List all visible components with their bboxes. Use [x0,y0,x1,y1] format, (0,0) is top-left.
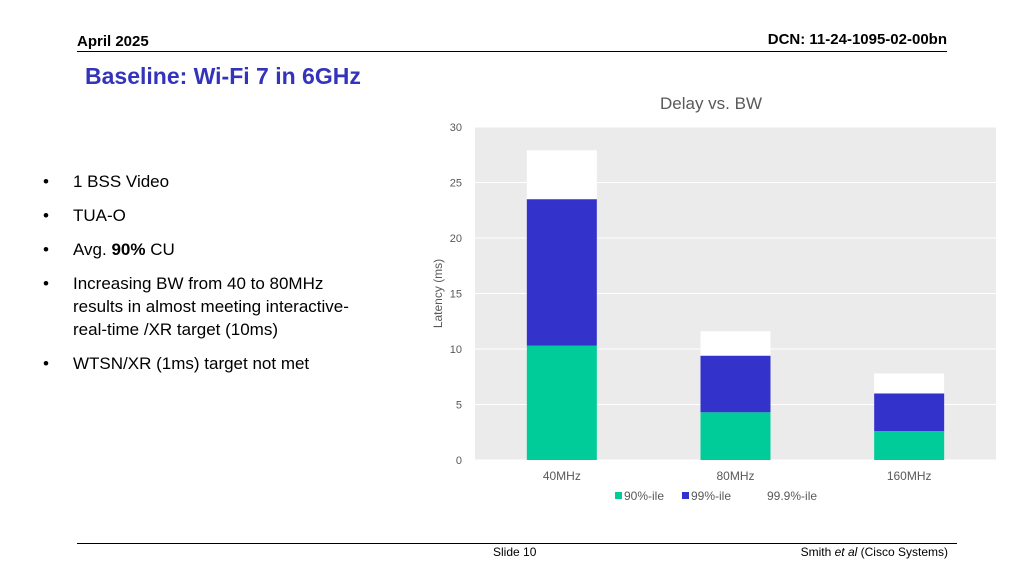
bullet-dot: • [43,206,49,225]
x-tick-label: 80MHz [716,469,754,483]
bullet-text-bold: 90% [111,240,146,259]
footer-author: Smith et al (Cisco Systems) [801,545,948,559]
legend-swatch [758,492,765,499]
bullet-item: • Increasing BW from 40 to 80MHz results … [40,272,360,341]
y-tick-label: 5 [456,400,462,412]
author-etal: et al [834,545,858,559]
legend-label: 99%-ile [691,489,731,503]
header-dcn: DCN: 11-24-1095-02-00bn [767,31,947,48]
y-tick-label: 25 [450,178,462,190]
bullet-item: • Avg. 90% CU [40,238,360,261]
bullet-dot: • [43,274,49,293]
header-divider [77,51,947,52]
x-tick-label: 160MHz [887,469,932,483]
footer-divider [77,543,957,544]
bullet-dot: • [43,354,49,373]
y-tick-label: 30 [450,122,462,134]
bar-segment-0 [700,412,771,460]
author-org: (Cisco Systems) [857,545,948,559]
bar-segment-0 [874,431,945,460]
bullet-item: • WTSN/XR (1ms) target not met [40,352,360,375]
y-tick-label: 20 [450,233,462,245]
author-name: Smith [800,545,835,559]
legend-label: 99.9%-ile [767,489,817,503]
bar-segment-2 [526,150,597,200]
bullet-item: • 1 BSS Video [40,170,360,193]
bar-segment-0 [526,345,597,460]
bar-segment-1 [874,393,945,432]
bullet-text-prefix: Avg. [73,240,112,259]
bullet-dot: • [43,172,49,191]
bar-segment-2 [700,331,771,356]
x-tick-label: 40MHz [543,469,581,483]
delay-vs-bw-chart: 0 5 10 15 20 25 30 Delay vs. BW Latency (ms) 40MH… [431,94,996,503]
y-tick-label: 10 [450,344,462,356]
slide-number: Slide 10 [493,545,537,559]
bar-segment-2 [874,373,945,394]
chart-title: Delay vs. BW [660,94,762,113]
legend-swatch [615,492,622,499]
legend-label: 90%-ile [624,489,664,503]
slide-title: Baseline: Wi-Fi 7 in 6GHz [85,63,361,89]
bullet-dot: • [43,240,49,259]
bar-segment-1 [526,199,597,346]
bullet-list: • 1 BSS Video • TUA-O • Avg. 90% CU • Increa… [40,170,360,386]
y-tick-label: 15 [450,289,462,301]
bullet-item: • TUA-O [40,204,360,227]
y-axis-label: Latency (ms) [431,259,445,328]
y-tick-label: 0 [456,455,462,467]
header-date: April 2025 [77,33,149,50]
bullet-text: 1 BSS Video [73,172,170,191]
bullet-text: WTSN/XR (1ms) target not met [73,354,310,373]
bullet-text-suffix: CU [145,240,175,259]
bullet-text: TUA-O [73,206,126,225]
bar-segment-1 [700,355,771,413]
legend-swatch [682,492,689,499]
bullet-text: Increasing BW from 40 to 80MHz results i… [73,274,349,339]
